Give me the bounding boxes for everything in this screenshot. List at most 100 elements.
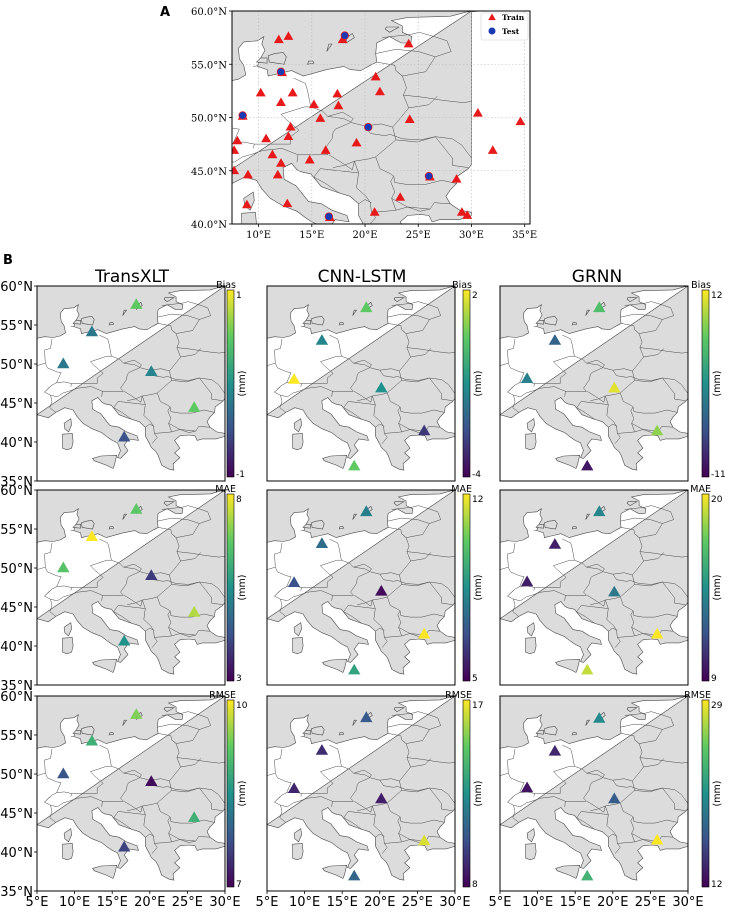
x-tick-label: 30°E	[209, 895, 240, 910]
colorbar-min-label: 12	[711, 880, 722, 890]
y-tick-label: 35°N	[0, 885, 33, 900]
colorbar-min-label: 3	[236, 674, 242, 684]
country-border	[113, 811, 146, 830]
land-mass	[267, 696, 455, 749]
country-border	[507, 748, 516, 774]
country-border	[662, 787, 686, 811]
y-tick-label: 40°N	[0, 436, 33, 451]
country-border	[157, 392, 215, 414]
x-tick-label: 10°E	[522, 895, 553, 910]
station-marker	[145, 365, 158, 376]
island	[255, 57, 268, 64]
station-marker	[593, 505, 606, 517]
station-marker	[315, 744, 329, 755]
y-tick-label: 55°N	[0, 523, 33, 538]
island	[352, 513, 358, 520]
island	[525, 637, 537, 655]
country-border	[643, 348, 665, 358]
island	[72, 320, 81, 325]
x-tick-label: 15°E	[327, 895, 358, 910]
island	[92, 454, 118, 469]
country-border	[587, 780, 635, 813]
map-layer	[37, 696, 225, 891]
country-border	[357, 599, 373, 605]
train-station-marker	[243, 169, 253, 179]
country-border	[620, 802, 678, 824]
country-border	[274, 588, 283, 597]
country-border	[507, 744, 575, 808]
land-mass	[267, 490, 455, 543]
column-title-grnn: GRNN	[572, 267, 622, 287]
train-station-marker	[232, 165, 240, 175]
island	[535, 524, 544, 529]
map-layer	[267, 696, 455, 891]
island	[384, 26, 400, 33]
country-border	[382, 32, 452, 52]
country-border	[576, 401, 609, 420]
land-mass	[37, 696, 225, 881]
train-station-marker	[370, 71, 381, 81]
x-tick-label: 20°E	[364, 895, 395, 910]
country-border	[157, 802, 215, 824]
x-tick-label: 25°E	[406, 230, 431, 241]
country-border	[176, 347, 225, 354]
panel-b-label: B	[3, 253, 13, 268]
map-frame	[499, 285, 689, 482]
y-tick-label: 55°N	[0, 729, 33, 744]
country-border	[391, 301, 441, 316]
country-border	[253, 144, 255, 149]
country-border	[171, 377, 225, 394]
land-mass	[500, 286, 688, 471]
country-border	[574, 355, 633, 372]
colorbar-max-label: 1	[236, 291, 242, 301]
x-tick-label: 5°E	[256, 895, 279, 910]
x-tick-label: 20°E	[597, 895, 628, 910]
country-border	[372, 805, 402, 844]
country-border	[586, 563, 605, 580]
country-border	[111, 355, 170, 372]
country-border	[44, 542, 53, 568]
colorbar	[462, 493, 471, 682]
country-border	[387, 517, 441, 524]
station-marker	[130, 298, 143, 309]
country-border	[232, 77, 312, 163]
station-marker	[360, 301, 373, 313]
train-station-marker	[272, 169, 283, 179]
island	[241, 211, 257, 224]
train-station-marker	[255, 87, 266, 97]
island	[311, 520, 325, 530]
colorbar-metric-label: RMSE	[445, 690, 472, 701]
train-station-marker	[309, 99, 319, 109]
country-border	[621, 523, 663, 538]
island	[525, 433, 537, 451]
island	[108, 322, 115, 326]
y-tick-label: 35°N	[0, 475, 33, 490]
island	[326, 43, 333, 52]
country-border	[590, 599, 606, 605]
map-frame	[36, 695, 226, 892]
colorbar-max-label: 10	[236, 701, 248, 711]
country-border	[300, 793, 302, 797]
island	[555, 658, 581, 673]
country-border	[70, 793, 72, 797]
station-marker	[85, 530, 99, 541]
country-border	[102, 784, 128, 802]
x-tick-label: 10°E	[246, 230, 271, 241]
land-mass	[37, 696, 225, 749]
colorbar	[462, 289, 471, 478]
island	[63, 828, 72, 843]
country-border	[37, 772, 62, 793]
country-border	[44, 384, 53, 393]
country-border	[127, 805, 143, 811]
y-tick-label: 45°N	[0, 601, 33, 616]
country-border	[624, 505, 674, 520]
country-border	[145, 423, 155, 428]
country-border	[44, 744, 112, 808]
country-border	[401, 581, 455, 598]
island	[544, 726, 558, 736]
map-frame	[266, 489, 456, 686]
country-border	[388, 729, 430, 744]
colorbar-max-label: 12	[711, 291, 722, 301]
land-mass	[267, 286, 455, 471]
